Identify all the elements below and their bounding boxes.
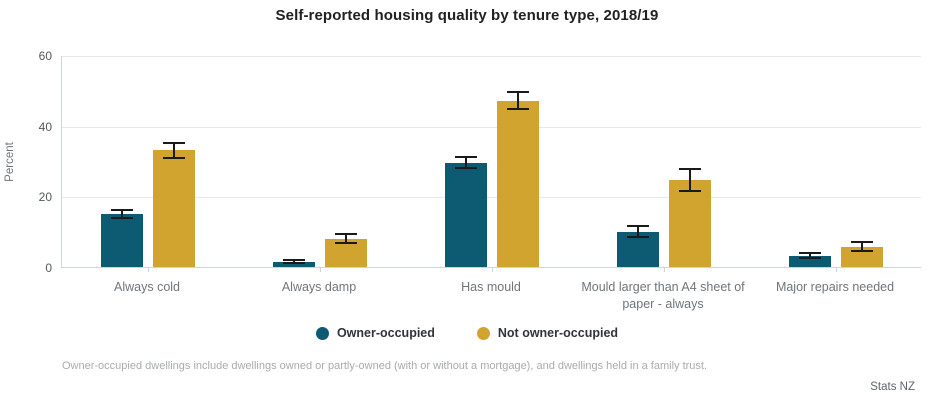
attribution: Stats NZ [870, 381, 915, 393]
chart-title: Self-reported housing quality by tenure … [275, 7, 659, 24]
bar-group [750, 56, 922, 272]
x-tick [148, 267, 149, 272]
category-label: Always damp [281, 280, 357, 294]
error-bar [455, 156, 477, 170]
x-tick [320, 267, 321, 272]
x-tick [836, 267, 837, 272]
bar-owner-occupied [101, 214, 143, 267]
bar-slot [273, 56, 315, 267]
plot-area [61, 56, 922, 272]
legend: Owner-occupied Not owner-occupied [0, 326, 934, 340]
bar-slot [153, 56, 195, 267]
bar-slot [497, 56, 539, 267]
gridline-40 [62, 126, 921, 128]
x-tick [492, 267, 493, 272]
bar-slot [789, 56, 831, 267]
footnote: Owner-occupied dwellings include dwellin… [62, 360, 708, 372]
bar-owner-occupied [273, 261, 315, 267]
category-label: Always cold [114, 280, 180, 294]
gridline-20 [62, 197, 921, 199]
error-bar [507, 91, 529, 111]
bar-slot [617, 56, 659, 267]
bar-slot [445, 56, 487, 267]
bar-owner-occupied [445, 162, 487, 267]
bar-slot [841, 56, 883, 267]
error-bar [799, 252, 821, 260]
error-bar [851, 240, 873, 253]
bar-slot [101, 56, 143, 267]
category-label: Major repairs needed [775, 280, 895, 294]
bar-group [578, 56, 750, 272]
y-tick-label-20: 20 [38, 190, 52, 205]
category-label: Has mould [461, 280, 521, 294]
bar-group [234, 56, 406, 272]
legend-label: Not owner-occupied [497, 326, 619, 340]
legend-swatch-icon [315, 326, 329, 340]
gridline-60 [62, 56, 921, 57]
error-bar [627, 225, 649, 239]
legend-item: Not owner-occupied [476, 326, 619, 340]
bar-slot [325, 56, 367, 267]
y-tick-label-40: 40 [38, 119, 52, 134]
bar-group [62, 56, 234, 272]
x-axis: Always cold Always damp Has mould Mould lar… [61, 279, 921, 313]
error-bar [283, 259, 305, 265]
y-tick-label-0: 0 [45, 261, 52, 275]
x-tick [664, 267, 665, 272]
legend-label: Owner-occupied [336, 326, 435, 340]
error-bar [679, 168, 701, 193]
bar-not-owner-occupied [153, 150, 195, 267]
bar-not-owner-occupied [497, 100, 539, 267]
category-label: Mould larger than A4 sheet of paper - al… [581, 280, 745, 311]
bar-not-owner-occupied [669, 180, 711, 267]
error-bar [163, 141, 185, 159]
bar-slot [669, 56, 711, 267]
bar-owner-occupied [789, 255, 831, 267]
y-tick-label-60: 60 [38, 49, 52, 63]
error-bar [335, 233, 357, 245]
y-axis: 0 20 40 60 [0, 49, 52, 275]
error-bar [111, 209, 133, 219]
legend-swatch-icon [476, 326, 490, 340]
bar-group [406, 56, 578, 272]
legend-item: Owner-occupied [315, 326, 435, 340]
